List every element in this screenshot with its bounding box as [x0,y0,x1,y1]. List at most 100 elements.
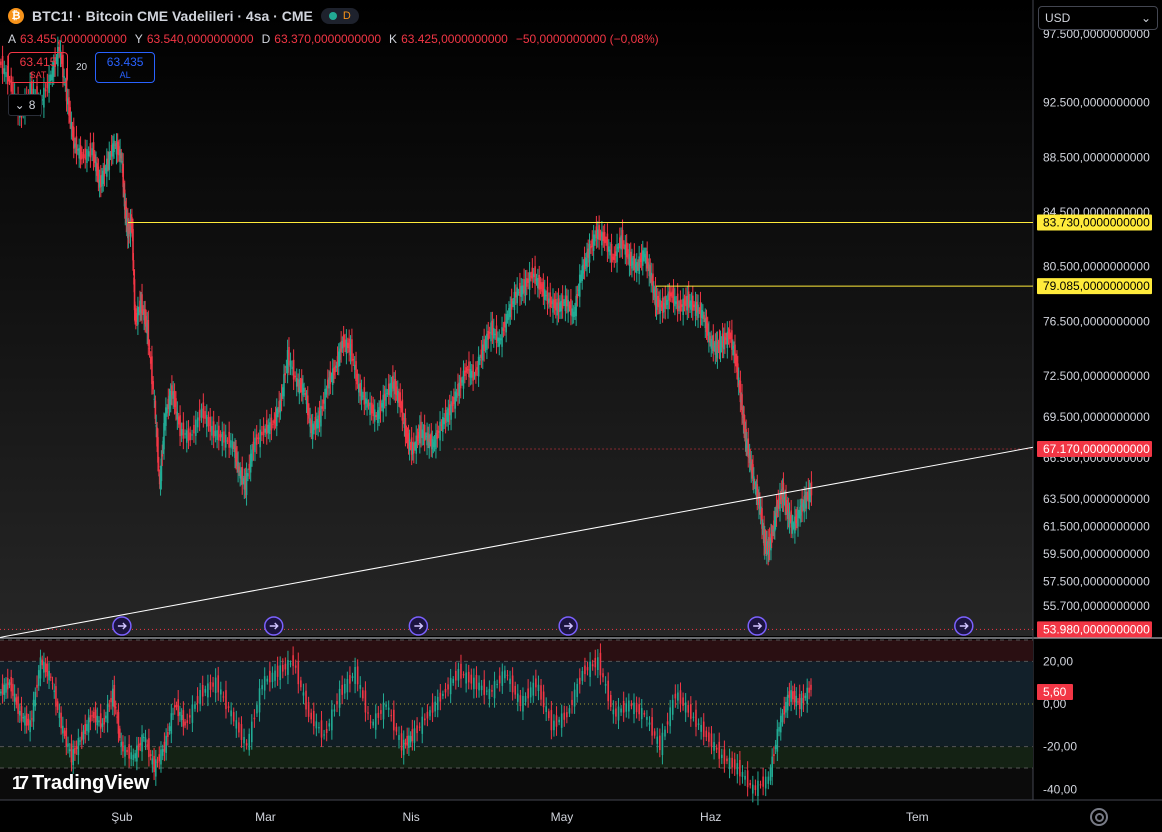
oscillator-candle [692,716,695,718]
oscillator-candle [674,693,677,699]
price-candle [578,274,581,297]
oscillator-candle [778,726,780,732]
price-candle [373,409,376,422]
sell-button[interactable]: 63.415 SAT [8,52,68,83]
price-candle [6,65,9,85]
price-candle [156,427,158,447]
market-status[interactable]: D [320,8,359,24]
price-candle [308,407,310,419]
oscillator-candle [524,696,527,702]
order-quantity[interactable]: 20 [76,62,88,73]
price-candle [646,251,648,269]
price-candle [195,419,197,436]
price-candle [683,300,686,306]
oscillator-candle [793,690,796,703]
oscillator-candle [509,678,511,685]
price-candle [635,262,638,274]
price-candle [759,506,762,515]
symbol-header[interactable]: ₿ BTC1! · Bitcoin CME Vadelileri · 4sa ·… [8,8,359,24]
price-candle [708,331,710,343]
price-candle [616,244,618,263]
price-candle [202,402,205,419]
price-candle [187,428,190,441]
indicators-toggle-button[interactable]: ⌄ 8 [8,94,42,116]
price-candle [132,259,135,269]
price-candle [594,234,596,242]
price-candle [1,55,4,74]
price-candle [652,273,654,293]
oscillator-candle [387,707,390,710]
price-candle [682,298,684,316]
oscillator-candle [146,744,149,746]
price-candle [672,288,675,304]
currency-select[interactable]: USD ⌄ [1038,6,1158,30]
price-candle [490,322,492,342]
price-candle [57,46,59,67]
oscillator-candle [576,683,578,698]
oscillator-candle [48,670,50,681]
oscillator-candle [0,691,2,694]
oscillator-candle [542,691,545,708]
price-candle [95,161,97,172]
oscillator-candle [566,712,568,718]
oscillator-candle [62,725,64,734]
price-candle [379,401,382,413]
price-candle [763,525,765,546]
oscillator-candle [170,713,173,734]
price-candle [550,300,553,305]
price-candle [87,151,90,157]
symbol-title[interactable]: BTC1! · Bitcoin CME Vadelileri · 4sa · C… [32,8,313,24]
price-candle [789,518,792,520]
price-candle [231,441,234,450]
price-candle [554,299,557,311]
price-candle [328,377,330,389]
price-candle [685,296,687,307]
price-candle [280,394,283,402]
price-candle [448,404,451,416]
price-candle [746,440,748,449]
buy-button[interactable]: 63.435 AL [95,52,156,83]
price-candle [696,301,698,313]
oscillator-overbought-band [0,640,1033,662]
oscillator-candle [86,724,88,731]
price-candle [356,373,359,385]
oscillator-candle [111,688,114,707]
price-candle [737,377,740,386]
price-candle [12,83,14,97]
oscillator-candle [114,706,117,709]
price-candle [612,256,614,260]
price-candle [459,377,462,389]
price-candle [334,366,336,373]
price-candle [502,328,505,331]
price-candle [506,314,509,321]
price-candle [288,346,290,366]
oscillator-candle [274,670,276,681]
gear-icon[interactable] [1090,808,1108,826]
oscillator-candle [739,759,741,777]
price-candle [640,252,643,262]
price-candle [405,429,408,439]
price-candle [102,170,105,184]
price-candle [513,292,516,311]
price-candle [602,232,605,242]
price-candle [783,497,786,500]
oscillator-candle [767,776,770,784]
oscillator-candle [785,702,787,713]
oscillator-candle [134,753,136,759]
oscillator-candle [467,671,470,683]
price-candle [62,54,64,78]
oscillator-candle [374,713,377,730]
price-candle [167,398,170,410]
oscillator-candle [323,734,325,736]
oscillator-candle [690,704,692,719]
price-candle [285,366,288,368]
oscillator-candle [43,661,45,673]
tradingview-logo[interactable]: 17 TradingView [12,772,149,795]
price-candle [430,432,433,448]
price-candle [55,57,58,62]
price-candle [667,293,669,310]
oscillator-candle [67,743,69,747]
oscillator-candle [235,720,238,729]
oscillator-candle [276,665,279,677]
